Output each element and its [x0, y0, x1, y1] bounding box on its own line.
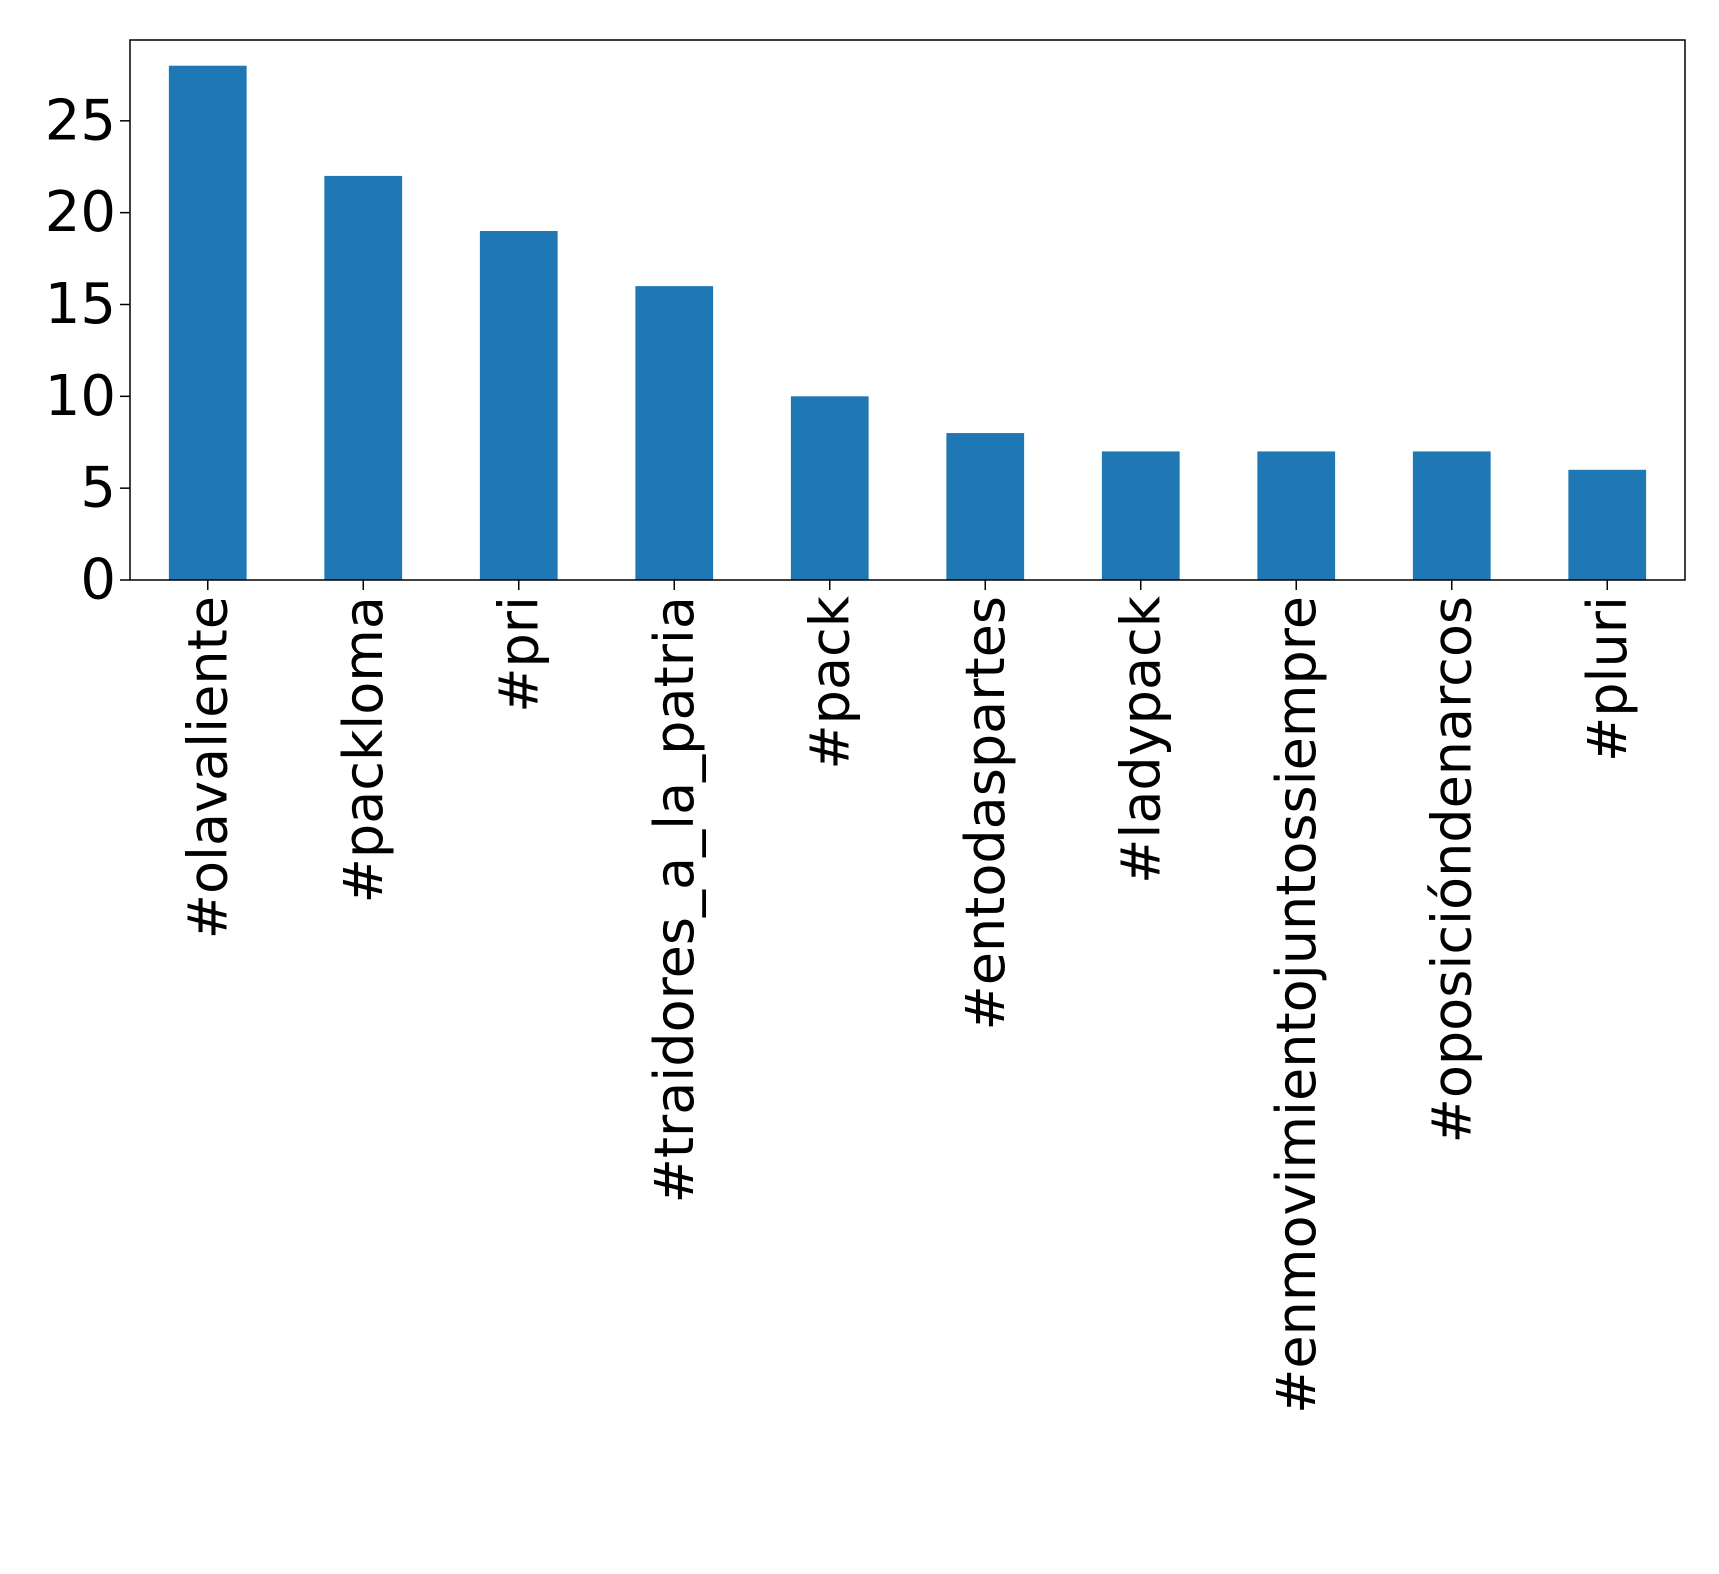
bar [790, 396, 869, 580]
x-tick-label: #traidores_a_la_patria [643, 596, 706, 1203]
y-tick-label: 20 [45, 180, 116, 245]
x-tick-label: #entodaspartes [954, 596, 1017, 1031]
x-tick-label: #enmovimientojuntossiempre [1265, 596, 1328, 1414]
bar [1412, 451, 1491, 580]
x-axis: #olavaliente #packloma #pri #traidores_a_la… [176, 580, 1639, 1414]
bars-group [168, 65, 1647, 581]
bar [324, 175, 403, 580]
x-tick-label: #olavaliente [176, 596, 239, 939]
y-axis: 0 5 10 15 20 25 [45, 88, 130, 613]
x-tick-label: #oposicióndenarcos [1420, 596, 1483, 1143]
bar [1257, 451, 1336, 580]
x-tick-label: #pluri [1576, 596, 1639, 762]
y-tick-label: 5 [80, 456, 116, 521]
bar [1101, 451, 1180, 580]
bar [168, 65, 247, 580]
bar [479, 231, 558, 581]
x-tick-label: #pack [798, 595, 861, 769]
plot-frame [129, 39, 1686, 581]
x-tick-label: #pri [487, 596, 550, 713]
y-tick-label: 25 [45, 88, 116, 153]
bar [946, 433, 1025, 580]
x-tick-label: #packloma [332, 596, 395, 903]
y-tick-label: 10 [45, 364, 116, 429]
y-tick-label: 15 [45, 272, 116, 337]
y-tick-label: 0 [80, 548, 116, 613]
bar [635, 286, 714, 580]
bar [1568, 469, 1647, 580]
x-tick-label: #ladypack [1109, 595, 1172, 884]
